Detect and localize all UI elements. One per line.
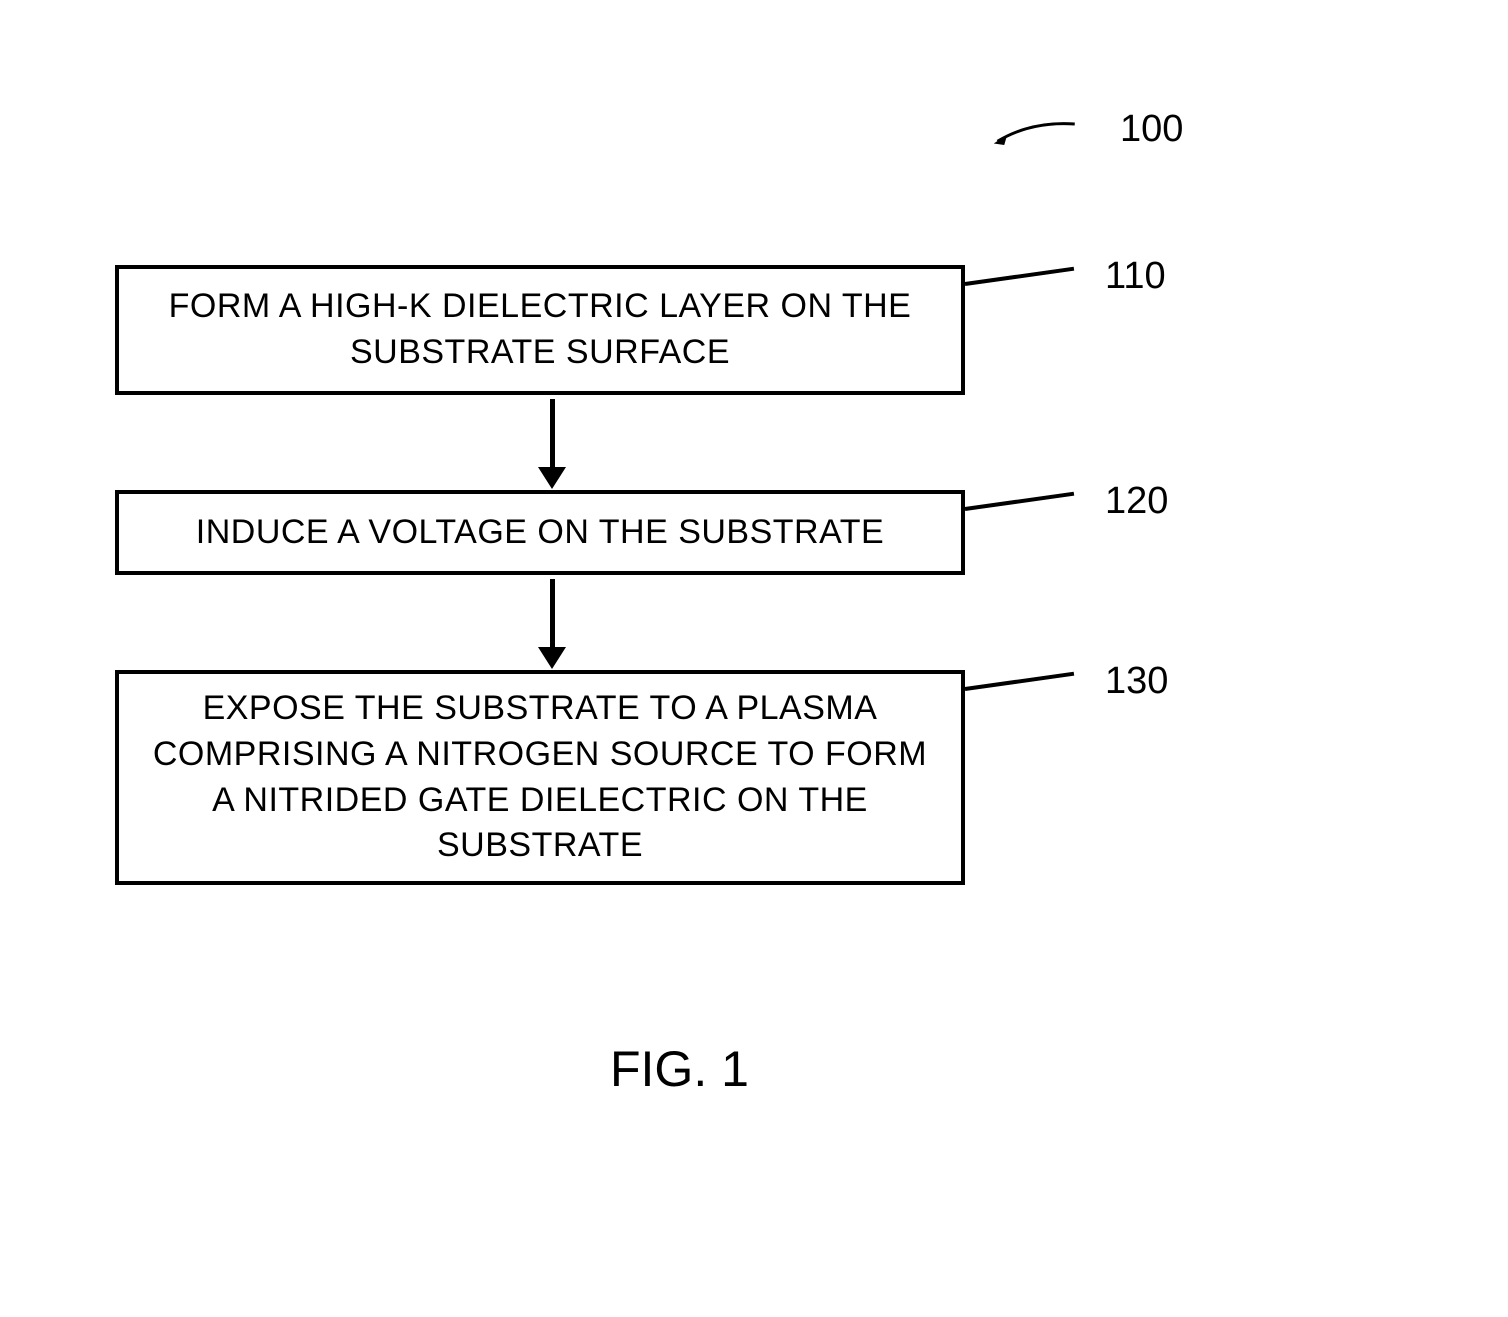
ref-line-130 [965,672,1074,691]
arrow-head-icon [538,647,566,669]
flowchart-box-120: INDUCE A VOLTAGE ON THE SUBSTRATE [115,490,965,575]
flowchart-box-110: FORM A HIGH-K DIELECTRIC LAYER ON THE SU… [115,265,965,395]
ref-line-120 [965,492,1074,511]
flowchart-container: 100 FORM A HIGH-K DIELECTRIC LAYER ON TH… [0,0,1508,1317]
arrow-line [550,399,555,467]
ref-label-130: 130 [1105,660,1168,703]
curved-arrow-icon [980,115,1090,145]
arrow-head-icon [538,467,566,489]
ref-line-110 [965,267,1074,286]
diagram-ref-id: 100 [1120,108,1183,151]
flowchart-box-130: EXPOSE THE SUBSTRATE TO A PLASMA COMPRIS… [115,670,965,885]
ref-label-120: 120 [1105,480,1168,523]
box-130-text: EXPOSE THE SUBSTRATE TO A PLASMA COMPRIS… [147,686,933,870]
diagram-reference-marker: 100 [980,108,1183,151]
ref-label-110: 110 [1105,255,1166,298]
box-110-text: FORM A HIGH-K DIELECTRIC LAYER ON THE SU… [147,284,933,376]
arrow-120-to-130 [538,579,566,669]
box-120-text: INDUCE A VOLTAGE ON THE SUBSTRATE [196,510,884,556]
arrow-line [550,579,555,647]
arrow-110-to-120 [538,399,566,489]
figure-caption: FIG. 1 [610,1040,749,1098]
